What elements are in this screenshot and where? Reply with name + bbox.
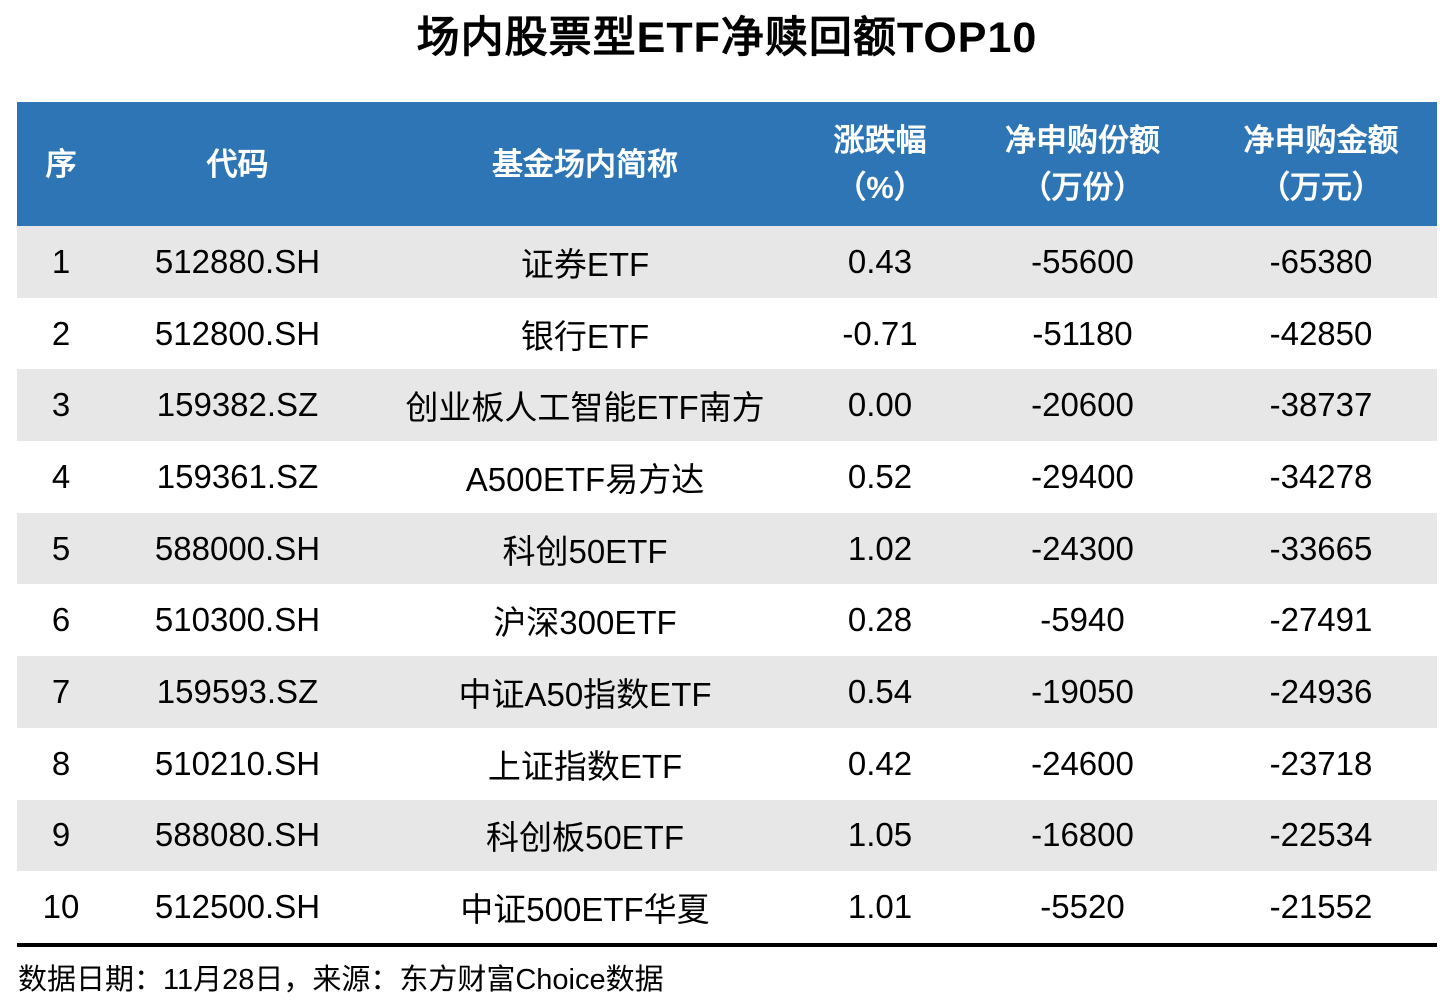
- column-header-fund-name: 基金场内简称: [492, 146, 678, 182]
- cell-name: 上证指数ETF: [487, 747, 683, 785]
- table-row: 10 512500.SH 中证500ETF华夏 1.01 -5520 -2155…: [17, 871, 1437, 943]
- cell-amount: -34278: [1269, 457, 1373, 495]
- cell-code: 159382.SZ: [156, 386, 319, 424]
- table-row: 9 588080.SH 科创板50ETF 1.05 -16800 -22534: [17, 799, 1437, 872]
- cell-index: 9: [51, 816, 71, 854]
- cell-name: 科创50ETF: [502, 532, 668, 570]
- cell-shares: -55600: [1031, 242, 1134, 280]
- table-row: 3 159382.SZ 创业板人工智能ETF南方 0.00 -20600 -38…: [17, 369, 1437, 442]
- cell-shares: -51180: [1032, 314, 1133, 352]
- cell-change: -0.71: [842, 314, 918, 352]
- column-header-change-pct: 涨跌幅 （%）: [833, 123, 927, 205]
- cell-code: 512880.SH: [154, 242, 321, 280]
- cell-amount: -65380: [1269, 242, 1373, 280]
- cell-name: 沪深300ETF: [493, 604, 677, 642]
- cell-change: 0.28: [847, 601, 913, 639]
- cell-change: 1.05: [847, 816, 913, 854]
- cell-shares: -19050: [1031, 672, 1134, 710]
- cell-amount: -27491: [1269, 601, 1373, 639]
- cell-code: 588000.SH: [154, 529, 321, 567]
- cell-index: 1: [51, 242, 71, 280]
- cell-change: 0.52: [847, 457, 913, 495]
- table-row: 4 159361.SZ A500ETF易方达 0.52 -29400 -3427…: [17, 441, 1437, 513]
- table-row: 5 588000.SH 科创50ETF 1.02 -24300 -33665: [17, 512, 1437, 585]
- cell-index: 10: [42, 888, 80, 926]
- column-header-net-amount: 净申购金额 （万元）: [1243, 123, 1399, 205]
- cell-shares: -24300: [1031, 529, 1134, 567]
- cell-index: 5: [51, 529, 71, 567]
- cell-name: 科创板50ETF: [485, 819, 685, 857]
- cell-shares: -5940: [1040, 601, 1125, 639]
- cell-code: 512800.SH: [154, 314, 321, 352]
- cell-code: 159361.SZ: [156, 457, 319, 495]
- cell-change: 1.01: [847, 888, 913, 926]
- cell-shares: -29400: [1031, 457, 1134, 495]
- table-row: 6 510300.SH 沪深300ETF 0.28 -5940 -27491: [17, 584, 1437, 657]
- column-header-code: 代码: [206, 146, 269, 182]
- cell-code: 159593.SZ: [156, 672, 319, 710]
- cell-index: 7: [51, 672, 71, 710]
- cell-shares: -24600: [1031, 744, 1134, 782]
- cell-name: 证券ETF: [520, 245, 650, 283]
- cell-index: 2: [51, 314, 71, 352]
- data-source-note: 数据日期：11月28日，来源：东方财富Choice数据: [18, 963, 664, 996]
- cell-code: 588080.SH: [154, 816, 321, 854]
- cell-change: 0.43: [847, 242, 913, 280]
- cell-name: 中证500ETF华夏: [460, 891, 710, 929]
- cell-name: 中证A50指数ETF: [458, 675, 712, 713]
- cell-shares: -20600: [1031, 386, 1134, 424]
- cell-code: 510300.SH: [154, 601, 321, 639]
- cell-amount: -42850: [1269, 314, 1373, 352]
- cell-amount: -24936: [1269, 672, 1373, 710]
- cell-name: 银行ETF: [520, 317, 650, 355]
- cell-index: 3: [51, 386, 71, 424]
- cell-amount: -21552: [1269, 888, 1373, 926]
- cell-change: 0.54: [847, 672, 913, 710]
- table-row: 2 512800.SH 银行ETF -0.71 -51180 -42850: [17, 297, 1437, 370]
- cell-code: 512500.SH: [154, 888, 321, 926]
- cell-change: 0.42: [847, 744, 913, 782]
- cell-change: 1.02: [847, 529, 913, 567]
- cell-change: 0.00: [847, 386, 913, 424]
- cell-index: 8: [51, 744, 71, 782]
- table-row: 1 512880.SH 证券ETF 0.43 -55600 -65380: [17, 226, 1437, 298]
- page-title: 场内股票型ETF净赎回额TOP10: [416, 14, 1038, 62]
- cell-amount: -23718: [1269, 744, 1373, 782]
- cell-index: 4: [51, 457, 71, 495]
- column-header-net-shares: 净申购份额 （万份）: [1005, 123, 1160, 205]
- cell-name: A500ETF易方达: [465, 460, 705, 498]
- table-row: 8 510210.SH 上证指数ETF 0.42 -24600 -23718: [17, 727, 1437, 800]
- table-header-row: 序 代码 基金场内简称 涨跌幅 （%） 净申购份额 （万份） 净申购金额 （万元）: [17, 102, 1437, 226]
- table-body: 1 512880.SH 证券ETF 0.43 -55600 -65380 2 5…: [17, 226, 1437, 943]
- cell-name: 创业板人工智能ETF南方: [405, 389, 765, 427]
- etf-table: 序 代码 基金场内简称 涨跌幅 （%） 净申购份额 （万份） 净申购金额 （万元） 1…: [17, 102, 1437, 947]
- table-row: 7 159593.SZ 中证A50指数ETF 0.54 -19050 -2493…: [17, 656, 1437, 728]
- cell-amount: -38737: [1269, 386, 1373, 424]
- cell-shares: -16800: [1031, 816, 1134, 854]
- cell-code: 510210.SH: [154, 744, 321, 782]
- cell-index: 6: [51, 601, 71, 639]
- cell-shares: -5520: [1040, 888, 1125, 926]
- column-header-index: 序: [45, 146, 77, 182]
- cell-amount: -33665: [1269, 529, 1373, 567]
- cell-amount: -22534: [1269, 816, 1373, 854]
